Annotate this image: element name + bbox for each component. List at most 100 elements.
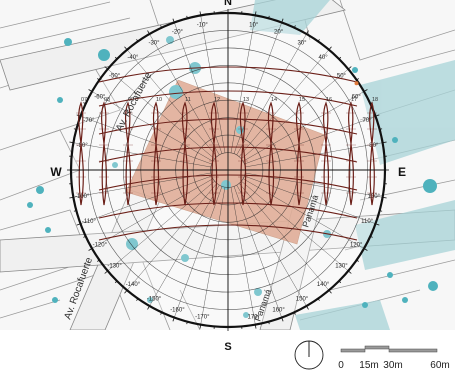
azimuth-tick (317, 298, 320, 301)
analemma-loop (210, 101, 218, 206)
compass-north-label: N (224, 0, 232, 8)
azimuth-tick (306, 305, 309, 310)
azimuth-tick (363, 248, 368, 251)
azimuth-label: 20° (274, 29, 284, 35)
azimuth-label: 140° (317, 282, 330, 288)
azimuth-tick (124, 290, 128, 294)
azimuth-label: 150° (296, 297, 309, 303)
analemma-loop (152, 101, 160, 206)
compass-west-label: W (50, 165, 62, 179)
azimuth-tick (73, 128, 77, 130)
hour-label: 07 (81, 97, 87, 103)
hour-label: 18 (372, 97, 378, 103)
azimuth-spoke (200, 15, 226, 153)
azimuth-tick (88, 89, 93, 92)
azimuth-spoke (107, 68, 215, 159)
azimuth-label: 50° (337, 73, 347, 79)
azimuth-tick (268, 321, 270, 325)
azimuth-label: -120° (93, 243, 108, 249)
azimuth-spoke (73, 142, 211, 168)
azimuth-label: -170° (195, 314, 210, 320)
azimuth-tick (97, 259, 100, 262)
hour-label: 08 (104, 97, 110, 103)
azimuth-label: -150° (147, 297, 162, 303)
scale-tick-30: 30m (383, 360, 402, 371)
azimuth-label: 10° (249, 23, 259, 29)
azimuth-tick (83, 236, 86, 238)
azimuth-tick (375, 223, 380, 226)
azimuth-tick (379, 128, 383, 130)
azimuth-label: -20° (172, 29, 184, 35)
azimuth-spoke (239, 183, 330, 291)
azimuth-spoke (244, 116, 376, 165)
analemma-loop (101, 101, 107, 206)
azimuth-label: -80° (77, 143, 89, 149)
azimuth-label: -130° (107, 264, 122, 270)
azimuth-tick (254, 324, 257, 329)
azimuth-spoke (200, 187, 226, 325)
azimuth-label: 60° (352, 95, 362, 101)
azimuth-label: 130° (335, 264, 348, 270)
azimuth-tick (186, 15, 188, 19)
azimuth-spoke (236, 184, 307, 307)
azimuth-tick (114, 56, 118, 60)
azimuth-tick (172, 18, 175, 23)
azimuth-tick (160, 312, 162, 315)
azimuth-tick (306, 30, 309, 35)
azimuth-label: 110° (361, 219, 374, 225)
azimuth-tick (294, 312, 296, 315)
hour-label: 11 (185, 97, 191, 103)
azimuth-tick (254, 11, 257, 16)
scale-tick-0: 0 (338, 360, 344, 371)
azimuth-label: -60° (94, 95, 106, 101)
azimuth-tick (172, 317, 175, 322)
azimuth-tick (97, 78, 100, 81)
azimuth-spoke (149, 33, 220, 156)
azimuth-spoke (126, 49, 217, 157)
scale-tick-60: 60m (430, 360, 449, 371)
azimuth-tick (186, 321, 188, 325)
azimuth-tick (281, 317, 284, 322)
azimuth-tick (356, 78, 359, 81)
azimuth-spoke (241, 68, 349, 159)
azimuth-tick (382, 141, 387, 144)
azimuth-label: 160° (272, 308, 285, 314)
azimuth-tick (88, 248, 93, 251)
hour-label: 10 (156, 97, 162, 103)
azimuth-tick (124, 46, 128, 50)
azimuth-label: 80° (369, 143, 379, 149)
azimuth-tick (363, 89, 368, 92)
azimuth-tick (104, 270, 108, 274)
azimuth-tick (379, 210, 383, 212)
azimuth-spoke (239, 49, 330, 157)
azimuth-spoke (149, 184, 220, 307)
azimuth-tick (328, 46, 332, 50)
azimuth-tick (199, 324, 202, 329)
hour-label: 13 (243, 97, 249, 103)
azimuth-label: -160° (170, 308, 185, 314)
azimuth-spoke (107, 181, 215, 272)
azimuth-label: 30° (297, 40, 307, 46)
azimuth-label: -50° (109, 73, 121, 79)
azimuth-spoke (233, 186, 282, 318)
base-map (0, 0, 455, 330)
hour-label: 14 (271, 97, 277, 103)
hour-label: 09 (128, 97, 134, 103)
azimuth-spoke (230, 187, 256, 325)
azimuth-tick (136, 298, 139, 301)
azimuth-label: 120° (350, 243, 363, 249)
azimuth-label: -110° (82, 219, 97, 225)
hour-label: 17 (351, 97, 357, 103)
analemma-loop (323, 101, 329, 206)
analemma-loop (295, 101, 303, 206)
scale-segment-3 (388, 348, 438, 353)
azimuth-tick (104, 66, 108, 70)
azimuth-label: 70° (363, 118, 373, 124)
azimuth-label: -10° (197, 23, 209, 29)
azimuth-label: 100° (368, 194, 381, 200)
azimuth-tick (73, 210, 77, 212)
azimuth-tick (147, 305, 150, 310)
analemma-loop (181, 101, 189, 206)
